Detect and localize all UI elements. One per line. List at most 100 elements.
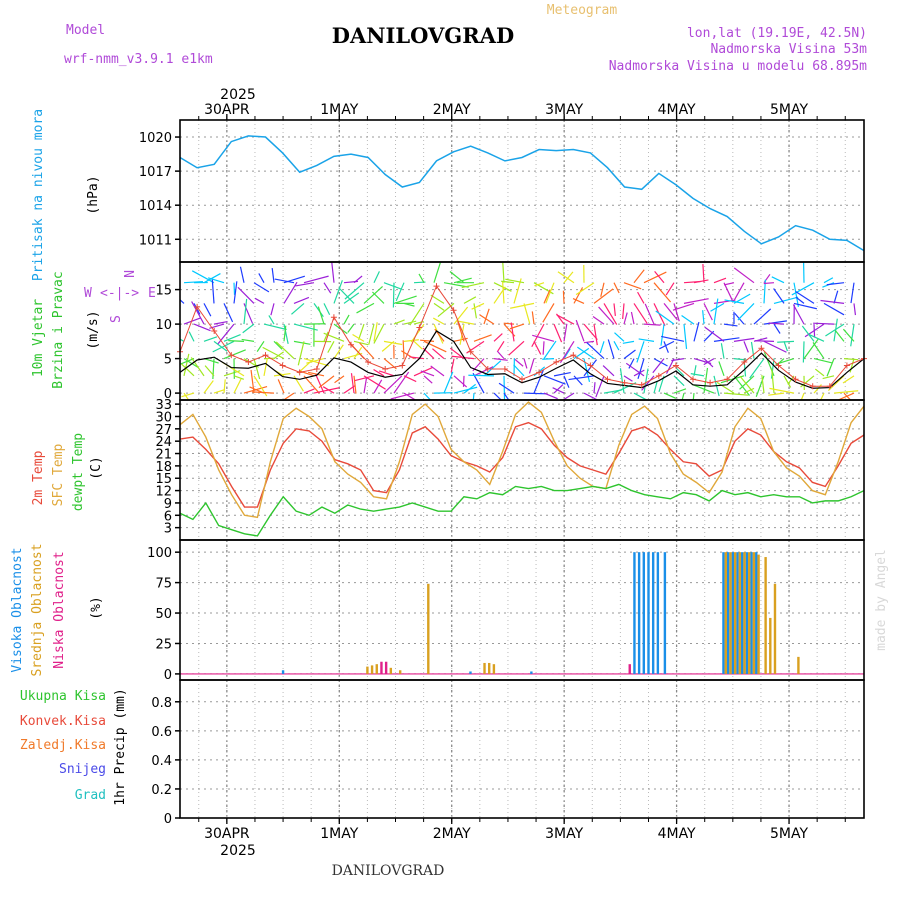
compass-w-label: W [84, 286, 92, 301]
wind-arrow [190, 357, 205, 377]
wind-arrow [563, 348, 571, 359]
wind-arrow [737, 302, 755, 321]
wind-arrow [653, 303, 666, 326]
wind-arrow [318, 375, 335, 389]
wind-arrow [763, 340, 787, 353]
wind-arrow [622, 303, 625, 320]
wind-arrow [456, 320, 475, 325]
mid-cloud-bar [738, 552, 742, 674]
wind-arrow [373, 379, 383, 394]
wind-arrow [691, 383, 715, 394]
wind-arrow [637, 291, 645, 304]
wind-arrow [534, 282, 545, 287]
wind-arrow [513, 358, 524, 367]
wind-arrow [334, 375, 345, 384]
mid-cloud-bar [370, 665, 374, 674]
wind-arrow [654, 270, 665, 284]
wind-arrow [363, 377, 368, 394]
wind-arrow [423, 375, 433, 384]
temp-sfc-line [179, 401, 865, 519]
wind-arrow [652, 358, 665, 374]
model-name: wrf-nmm_v3.9.1 e1km [64, 52, 213, 67]
wind-gust-marker [433, 283, 440, 290]
wind-arrow [763, 282, 775, 285]
wind-arrow [723, 282, 735, 286]
wind-arrow [607, 339, 615, 359]
mid-cloud-bar [748, 552, 751, 674]
wind-arrow [827, 375, 845, 391]
precip-label-zaledj: Zaledj.Kisa [20, 738, 106, 753]
wind-unit: (m/s) [86, 310, 101, 349]
wind-gust-marker [262, 352, 269, 359]
wind-arrow [665, 358, 675, 374]
model-elevation-label: Nadmorska Visina u modelu 68.895m [609, 59, 867, 74]
wind-arrow [291, 302, 305, 315]
wind-arrow [671, 358, 685, 362]
precip-label-grad: Grad [75, 788, 106, 803]
wind-arrow [822, 375, 835, 380]
mid-cloud-bar [797, 656, 800, 674]
wind-arrow [643, 271, 667, 284]
wind-arrow [453, 277, 472, 284]
wind-gust-marker [519, 376, 525, 383]
high-cloud-bar [755, 552, 758, 674]
wind-arrow [562, 392, 575, 400]
wind-arrow [450, 358, 455, 373]
wind-arrow [353, 340, 369, 346]
wind-arrow [542, 341, 545, 355]
wind-arrow [353, 275, 363, 284]
mid-cloud-bar [757, 554, 760, 674]
wind-arrow [273, 340, 283, 350]
wind-arrow [392, 282, 395, 308]
wind-arrow [783, 341, 788, 352]
mid-cloud-bar [389, 667, 393, 674]
wind-arrow [643, 323, 661, 326]
wind-arrow [703, 303, 713, 321]
wind-arrow [563, 375, 570, 388]
wind-arrow [843, 392, 852, 400]
temp-label-1: 2m Temp [31, 450, 46, 505]
wind-arrow [473, 366, 494, 377]
wind-arrow [586, 342, 605, 360]
wind-arrow [409, 356, 425, 360]
wind-arrow [323, 303, 331, 316]
y-tick-label: 0 [164, 812, 172, 827]
wind-arrow [213, 389, 226, 394]
wind-arrow [531, 311, 535, 325]
wind-arrow [753, 308, 772, 325]
wind-arrow [773, 296, 799, 304]
wind-gust-marker [724, 376, 731, 383]
wind-arrow [750, 341, 755, 359]
pressure-label: Pritisak na nivou mora [31, 109, 46, 281]
wind-arrow [256, 341, 265, 352]
wind-arrow [211, 279, 215, 304]
y-tick-label: 27 [155, 423, 172, 438]
watermark: made by Angel [874, 549, 889, 651]
wind-arrow [212, 340, 235, 353]
y-tick-label: 0 [164, 387, 172, 402]
wind-arrow [802, 341, 805, 363]
wind-arrow [791, 282, 815, 296]
wind-arrow [181, 392, 195, 398]
wind-arrow [343, 314, 350, 325]
wind-arrow [183, 358, 199, 368]
wind-arrow [573, 287, 584, 304]
wind-arrow [572, 297, 585, 304]
wind-arrows [180, 262, 859, 400]
y-tick-label: 1014 [139, 199, 172, 214]
wind-arrow [833, 290, 839, 304]
wind-arrow [409, 303, 425, 326]
wind-arrow [613, 303, 616, 316]
wind-arrow [233, 375, 244, 380]
wind-gust-marker [399, 362, 406, 369]
wind-arrow [327, 341, 335, 353]
wind-arrow [812, 342, 825, 359]
high-cloud-bar [656, 552, 660, 674]
mid-cloud-bar [752, 552, 756, 674]
wind-arrow [510, 322, 515, 342]
wind-arrow [432, 348, 445, 360]
wind-arrow [359, 342, 375, 360]
wind-arrow [583, 323, 598, 341]
wind-arrow [423, 340, 447, 353]
wind-arrow [449, 271, 465, 284]
